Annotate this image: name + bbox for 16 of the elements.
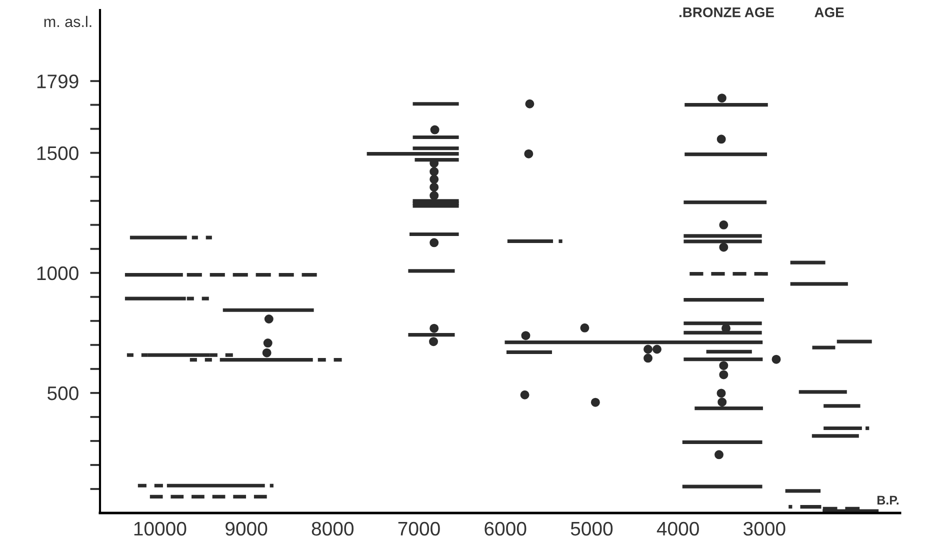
x-tick-label: 9000 bbox=[226, 522, 268, 536]
x-tick-label: 7000 bbox=[398, 522, 440, 536]
x-tick-label: 5000 bbox=[570, 522, 613, 536]
annotation: .BRONZE AGE bbox=[679, 7, 774, 18]
x-tick-label: 4000 bbox=[656, 522, 699, 536]
y-tick-label: 1000 bbox=[37, 266, 78, 280]
x-tick-label: 10000 bbox=[134, 522, 186, 536]
y-tick-label: 1500 bbox=[37, 146, 78, 160]
x-tick-label: 8000 bbox=[312, 522, 354, 536]
y-tick-label: 500 bbox=[48, 386, 78, 400]
x-tick-label: 6000 bbox=[484, 522, 526, 536]
y-tick-label: 1799 bbox=[37, 74, 78, 88]
x-tick-label: 3000 bbox=[744, 522, 786, 536]
y-axis-title: m. as.l. bbox=[44, 16, 92, 28]
x-axis-title: B.P. bbox=[877, 496, 898, 504]
annotation: AGE bbox=[814, 7, 844, 18]
